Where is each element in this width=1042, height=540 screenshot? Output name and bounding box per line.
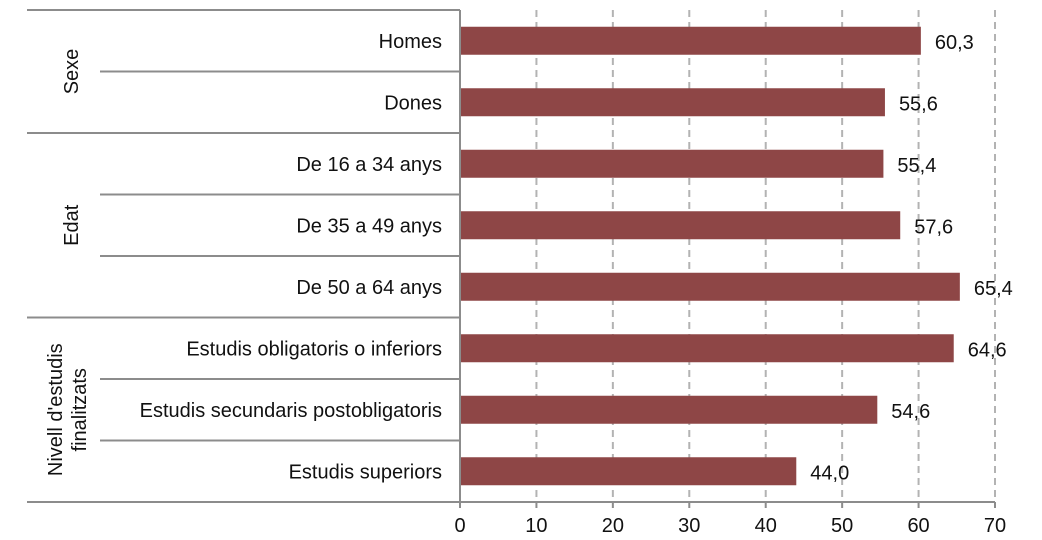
data-label: 57,6 [914, 216, 953, 238]
group-label-line: Nivell d'estudis [45, 343, 67, 476]
category-separators [27, 9, 460, 503]
group-label: Sexe [61, 49, 83, 95]
data-label: 60,3 [935, 32, 974, 54]
data-label: 65,4 [974, 278, 1013, 300]
bar [460, 272, 960, 301]
bar [460, 88, 885, 117]
group-label-line: finalitzats [69, 368, 91, 451]
x-tick-label: 40 [755, 515, 777, 537]
category-label: Estudis superiors [289, 461, 442, 483]
x-tick-label: 10 [525, 515, 547, 537]
bars [460, 26, 960, 486]
group-label-line: Sexe [61, 49, 83, 95]
bar [460, 334, 954, 363]
x-tick-label: 70 [984, 515, 1006, 537]
category-label: De 50 a 64 anys [296, 277, 442, 299]
data-label: 64,6 [968, 339, 1007, 361]
category-label: Estudis obligatoris o inferiors [186, 338, 442, 360]
category-label: De 16 a 34 anys [296, 154, 442, 176]
bar [460, 211, 901, 240]
x-tick-label: 30 [678, 515, 700, 537]
data-label: 55,6 [899, 93, 938, 115]
x-tick-label: 60 [907, 515, 929, 537]
gridlines [535, 10, 996, 502]
x-tick-label: 50 [831, 515, 853, 537]
value-labels: 60,3 55,6 55,4 57,6 65,4 64,6 54,6 44,0 [810, 32, 1012, 485]
category-label: Dones [384, 92, 442, 114]
axes [27, 10, 996, 508]
bar [460, 395, 878, 424]
bar [460, 457, 797, 486]
x-tick-label: 20 [602, 515, 624, 537]
bar [460, 26, 921, 55]
group-labels: Sexe Edat Nivell d'estudis finalitzats [45, 49, 91, 476]
x-tick-label: 0 [454, 515, 465, 537]
category-label: De 35 a 49 anys [296, 215, 442, 237]
bar [460, 149, 884, 178]
category-label: Estudis secundaris postobligatoris [140, 400, 442, 422]
data-label: 54,6 [891, 401, 930, 423]
group-label: Edat [61, 204, 83, 246]
x-tick-labels: 0 10 20 30 40 50 60 70 [454, 515, 1006, 537]
category-label: Homes [379, 31, 442, 53]
category-labels: Homes Dones De 16 a 34 anys De 35 a 49 anys… [140, 31, 442, 484]
group-label: Nivell d'estudis finalitzats [45, 343, 91, 476]
data-label: 44,0 [810, 462, 849, 484]
data-label: 55,4 [897, 155, 936, 177]
group-label-line: Edat [61, 204, 83, 246]
